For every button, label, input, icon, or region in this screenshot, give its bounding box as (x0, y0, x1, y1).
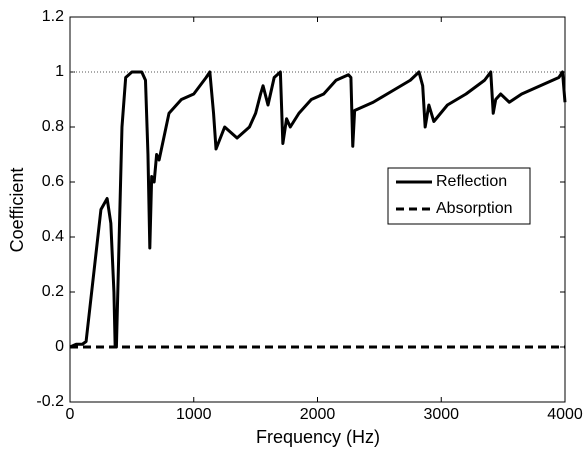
x-tick-label: 4000 (547, 406, 583, 423)
x-tick-label: 3000 (423, 406, 459, 423)
x-tick-label: 2000 (300, 406, 336, 423)
plot-frame (69, 16, 566, 403)
y-tick-label: 0.4 (42, 228, 64, 245)
legend-box (387, 167, 531, 225)
legend-label: Reflection (436, 173, 507, 190)
y-tick-label: 1 (55, 63, 64, 80)
legend-label: Absorption (436, 200, 513, 217)
x-axis-label: Frequency (Hz) (256, 427, 380, 447)
y-tick-label: 1.2 (42, 8, 64, 25)
y-tick-label: -0.2 (36, 393, 64, 410)
y-tick-label: 0 (55, 338, 64, 355)
y-axis-label: Coefficient (7, 168, 27, 253)
series-line (69, 70, 567, 349)
y-tick-label: 0.2 (42, 283, 64, 300)
y-tick-label: 0.8 (42, 118, 64, 135)
x-tick-label: 0 (66, 406, 75, 423)
y-tick-label: 0.6 (42, 173, 64, 190)
x-tick-label: 1000 (176, 406, 212, 423)
